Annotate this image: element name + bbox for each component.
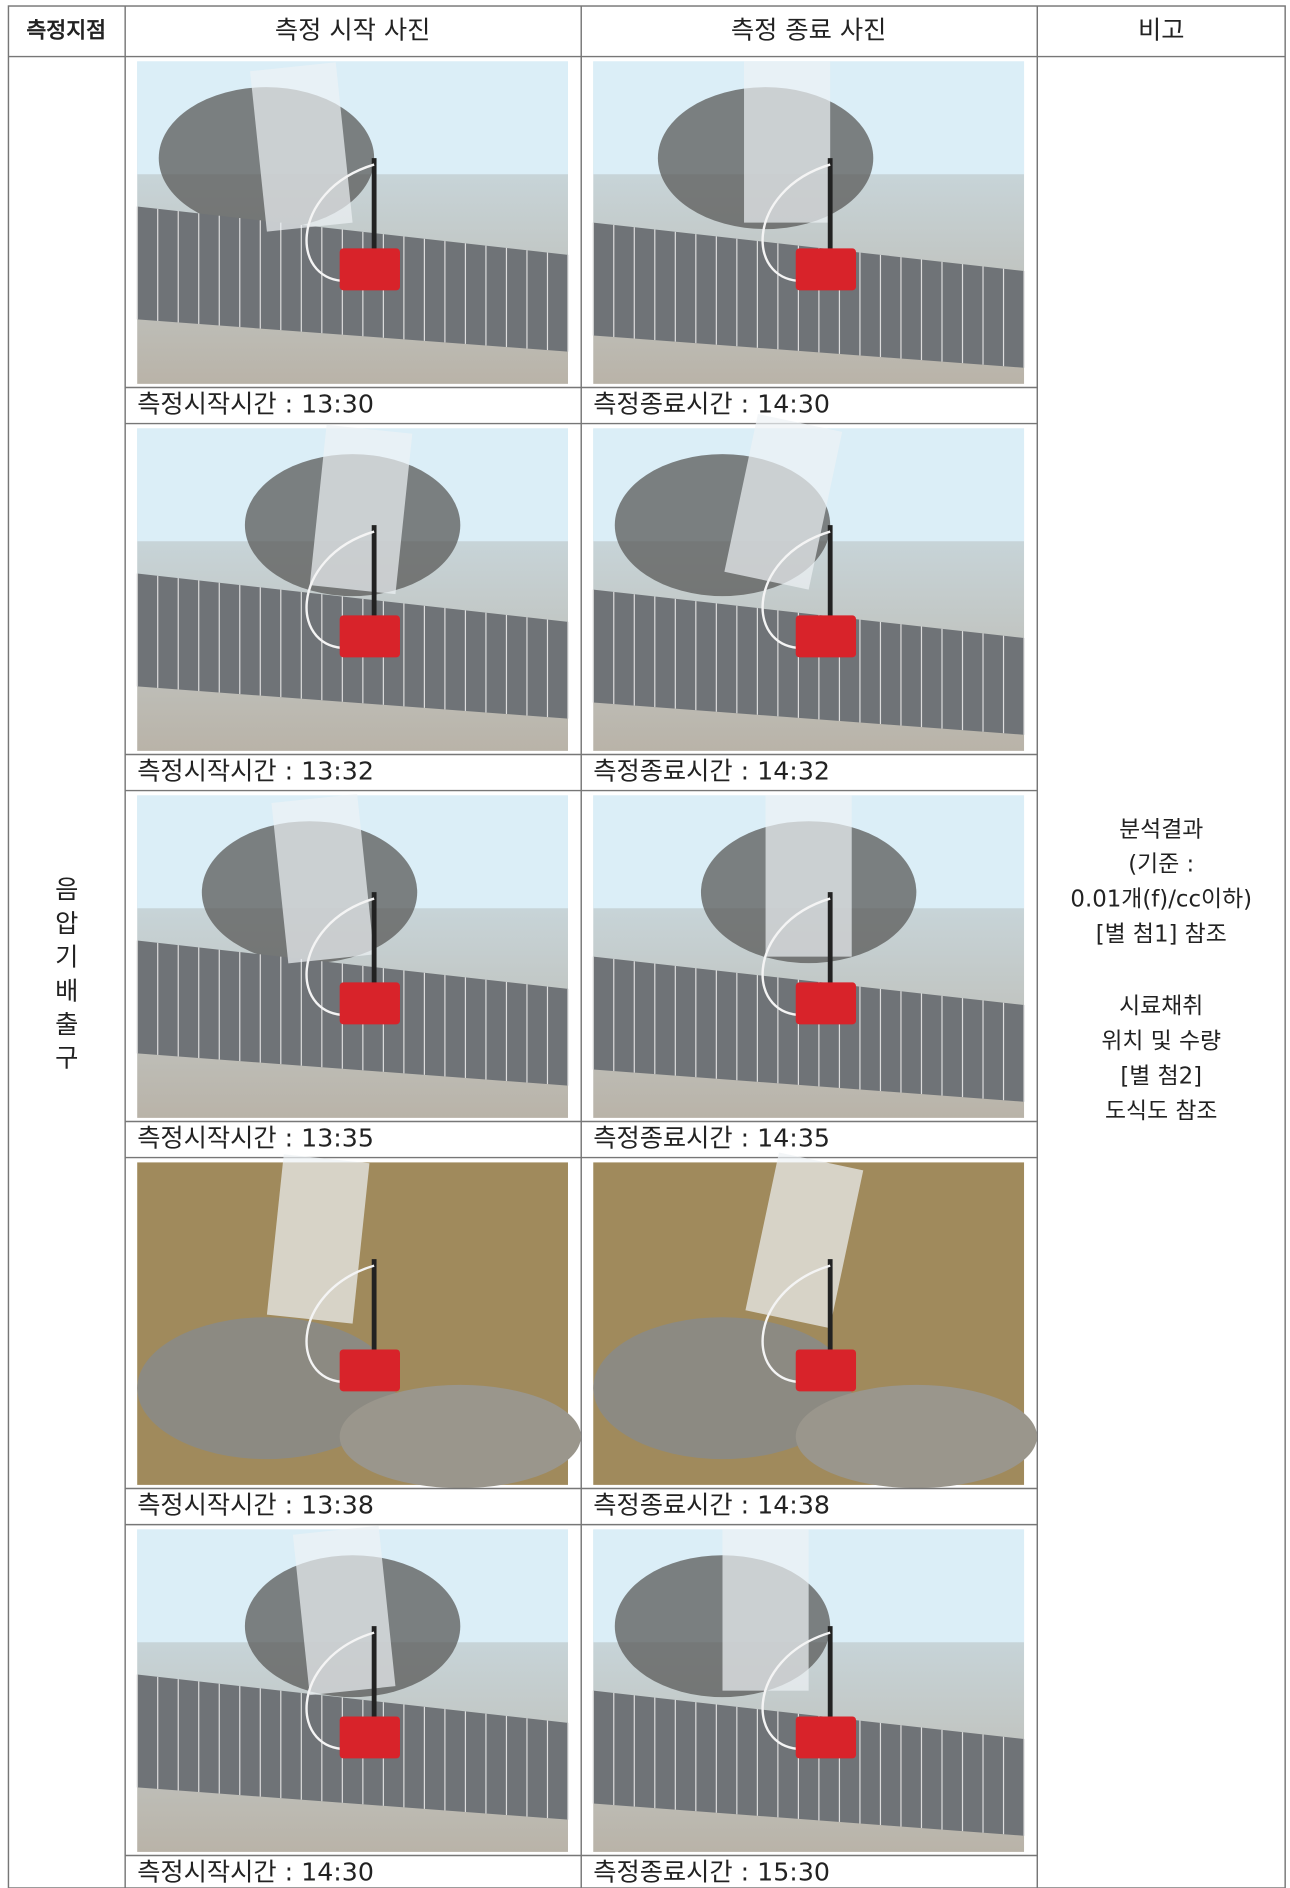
sample-bag [722,1529,809,1691]
photo [592,413,1025,751]
sample-bag [724,413,843,590]
sampler-pump [795,248,857,291]
photo [592,61,1025,384]
rock [795,1384,1037,1489]
header-cell: 비고 [1138,15,1184,44]
sample-bag [309,424,413,595]
sample-bag [745,1152,864,1329]
photo-caption: 측정종료시간 : 14:32 [593,757,830,786]
photo-caption: 측정시작시간 : 13:32 [137,757,374,786]
remark-line: [별 첨2] [1120,1063,1202,1089]
photo [593,1152,1037,1489]
remark-line: 0.01개(f)/cc이하) [1070,887,1252,913]
sampler-pump [795,1349,857,1392]
sampler-hose [305,897,375,1016]
remark-line: 시료채취 [1119,994,1203,1020]
grating [593,222,1025,368]
sample-bag [292,1525,396,1696]
photo-caption: 측정종료시간 : 14:38 [593,1491,830,1520]
sampler-hose [761,163,831,282]
sampler-pump [339,1349,400,1392]
sampler-pump [339,248,400,291]
sampler-hose [761,1264,831,1383]
photo-grid: 측정시작시간 : 13:30 측정종료시간 : 14:30 측정시작시간 : 13:… [125,61,1252,1887]
rock [137,1317,396,1460]
sampler-hose [305,1264,375,1383]
remark-line: 위치 및 수량 [1101,1029,1221,1055]
photo [136,61,569,384]
sampler-pump [795,615,857,658]
photo [592,1529,1025,1852]
photo-caption: 측정시작시간 : 14:30 [137,1858,374,1887]
rock [593,1317,852,1460]
header-cell: 측정 종료 사진 [731,15,886,44]
location-label: 음압기배출구 [51,876,80,1078]
header-cell: 측정 시작 사진 [275,15,430,44]
photo [592,795,1025,1118]
sampler-pump [339,1716,400,1759]
photo [136,424,569,751]
sampler-hose [761,530,831,649]
sample-bag [271,794,375,964]
photo-caption: 측정시작시간 : 13:30 [137,390,374,419]
remark-line: [별 첨1] 참조 [1096,921,1227,947]
photo-caption: 측정종료시간 : 15:30 [593,1858,830,1887]
photo [136,794,569,1118]
photo [137,1154,581,1489]
header-cell: 측정지점 [26,18,106,43]
grating [593,1690,1025,1836]
photo-caption: 측정시작시간 : 13:38 [137,1491,374,1520]
sampler-hose [761,1631,831,1750]
photo-caption: 측정종료시간 : 14:35 [593,1124,830,1153]
sample-bag [250,62,353,232]
photo-caption: 측정시작시간 : 13:35 [137,1124,374,1153]
sampler-pump [339,982,400,1025]
sampler-pump [795,982,857,1025]
sampler-hose [305,530,375,649]
remark-line: 도식도 참조 [1105,1098,1217,1124]
sampler-hose [761,897,831,1016]
sample-bag [744,61,831,223]
sampler-hose [305,163,375,282]
rock [339,1384,581,1489]
sampler-hose [305,1631,375,1750]
sampler-pump [795,1716,857,1759]
photo-caption: 측정종료시간 : 14:30 [593,390,830,419]
remark-line: 분석결과 [1119,817,1203,843]
sampler-pump [339,615,400,658]
remark-line: (기준 : [1128,852,1194,878]
photo [136,1525,569,1852]
grating [593,956,1025,1102]
sample-bag [266,1154,370,1324]
